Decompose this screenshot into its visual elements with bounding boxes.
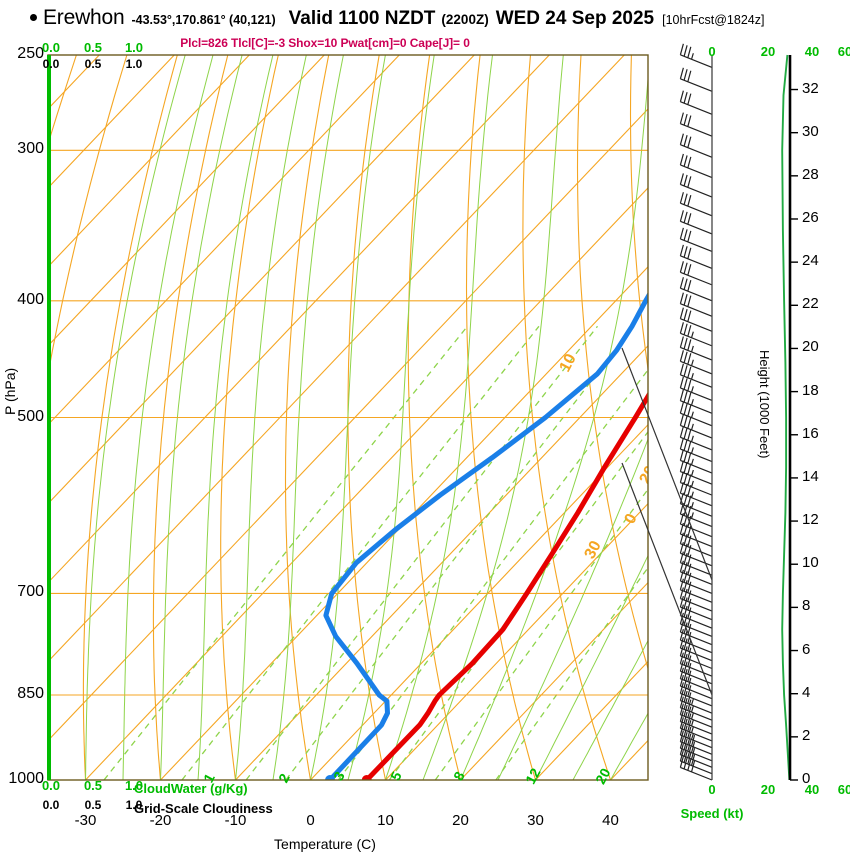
temperature-axis-label: Temperature (C): [274, 836, 376, 852]
cloudwater-tick-top-1: 0.5: [83, 40, 103, 55]
speed-tick-bot-40: 40: [804, 782, 820, 797]
cloudiness-tick-bot-2: 1.0: [125, 798, 143, 812]
wind-barb-panel: [621, 43, 713, 781]
cloudwater-tick-top-0: 0.0: [41, 40, 61, 55]
height-tick-12: 12: [802, 511, 819, 529]
mixing-ratio-lines: [103, 325, 648, 780]
cloudwater-tick-bot-1: 0.5: [83, 778, 103, 793]
wind-speed-curve: [781, 54, 791, 781]
speed-axis-label: Speed (kt): [680, 806, 744, 821]
temp-tick-0: 0: [306, 812, 315, 829]
station-coordinates: -43.53°,170.861° (40,121): [131, 13, 276, 27]
height-tick-22: 22: [802, 295, 819, 313]
cloudiness-label: Grid-Scale Cloudiness: [134, 801, 273, 816]
svg-text:20: 20: [637, 463, 660, 487]
cloudiness-tick-bot-0: 0.0: [42, 798, 60, 812]
speed-tick-top-60: 60: [837, 44, 850, 59]
height-tick-30: 30: [802, 122, 819, 140]
height-tick-18: 18: [802, 381, 819, 399]
cloudiness-tick-top-2: 1.0: [125, 57, 143, 71]
station-dot-icon: [30, 14, 37, 21]
height-tick-20: 20: [802, 338, 819, 356]
temp-tick-40: 40: [602, 812, 619, 829]
dry-adiabat-labels: 0 10 20 30: [557, 351, 660, 562]
temp-tick-30: 30: [527, 812, 544, 829]
wind-barbs: [621, 43, 713, 781]
pressure-tick-500: 500: [17, 407, 44, 425]
header: Erewhon -43.53°,170.861° (40,121) Valid …: [0, 0, 850, 50]
height-tick-marks: [790, 88, 798, 781]
pressure-tick-1000: 1000: [8, 770, 44, 787]
height-tick-26: 26: [802, 208, 819, 226]
height-tick-32: 32: [802, 79, 819, 97]
sounding-curves: [323, 291, 648, 780]
height-tick-8: 8: [802, 597, 811, 615]
speed-tick-bot-0: 0: [708, 782, 716, 797]
pressure-tick-700: 700: [17, 583, 44, 601]
temp-tick--30: -30: [74, 812, 97, 829]
cloudwater-tick-top-2: 1.0: [124, 40, 144, 55]
height-tick-0: 0: [802, 770, 811, 787]
pressure-tick-250: 250: [17, 45, 44, 62]
valid-time-zulu: (2200Z): [441, 12, 489, 27]
svg-text:10: 10: [557, 351, 580, 375]
temp-tick--20: -20: [149, 812, 172, 829]
header-title-row: Erewhon -43.53°,170.861° (40,121) Valid …: [30, 6, 764, 30]
pressure-tick-400: 400: [17, 290, 44, 308]
cloudiness-tick-top-0: 0.0: [42, 57, 60, 71]
cloudwater-tick-bot-0: 0.0: [41, 778, 61, 793]
valid-date: WED 24 Sep 2025: [495, 8, 655, 29]
cloudiness-tick-top-1: 0.5: [84, 57, 102, 71]
height-tick-2: 2: [802, 726, 811, 744]
moist-adiabat-lines: [85, 55, 648, 780]
valid-time: Valid 1100 NZDT: [288, 8, 436, 29]
pressure-tick-300: 300: [17, 140, 44, 158]
speed-tick-top-40: 40: [804, 44, 820, 59]
speed-tick-bot-20: 20: [760, 782, 776, 797]
svg-text:30: 30: [582, 538, 605, 562]
pressure-tick-850: 850: [17, 685, 44, 702]
temp-tick-20: 20: [452, 812, 469, 829]
cloudwater-label: CloudWater (g/Kg): [134, 781, 248, 796]
speed-tick-top-0: 0: [708, 44, 716, 59]
height-tick-16: 16: [802, 424, 819, 442]
height-tick-4: 4: [802, 683, 811, 701]
height-tick-24: 24: [802, 252, 819, 270]
height-tick-28: 28: [802, 165, 819, 183]
forecast-info: [10hrFcst@1824z]: [662, 13, 765, 27]
station-name: Erewhon: [43, 6, 125, 29]
pressure-axis-label: P (hPa): [2, 367, 18, 415]
isobar-lines: [48, 55, 648, 780]
height-axis-label: Height (1000 Feet): [757, 350, 772, 459]
height-tick-10: 10: [802, 554, 819, 572]
height-tick-6: 6: [802, 640, 811, 658]
svg-text:0: 0: [622, 511, 641, 527]
temp-tick--10: -10: [224, 812, 247, 829]
height-speed-panel: [781, 54, 798, 781]
speed-tick-top-20: 20: [760, 44, 776, 59]
dry-adiabat-lines: [48, 55, 648, 780]
sounding-indices: Plcl=826 Tlcl[C]=-3 Shox=10 Pwat[cm]=0 C…: [180, 36, 470, 50]
cloudwater-tick-bot-2: 1.0: [124, 778, 144, 793]
speed-tick-bot-60: 60: [837, 782, 850, 797]
cloudiness-tick-bot-1: 0.5: [84, 798, 102, 812]
height-tick-14: 14: [802, 467, 819, 485]
temp-tick-10: 10: [377, 812, 394, 829]
